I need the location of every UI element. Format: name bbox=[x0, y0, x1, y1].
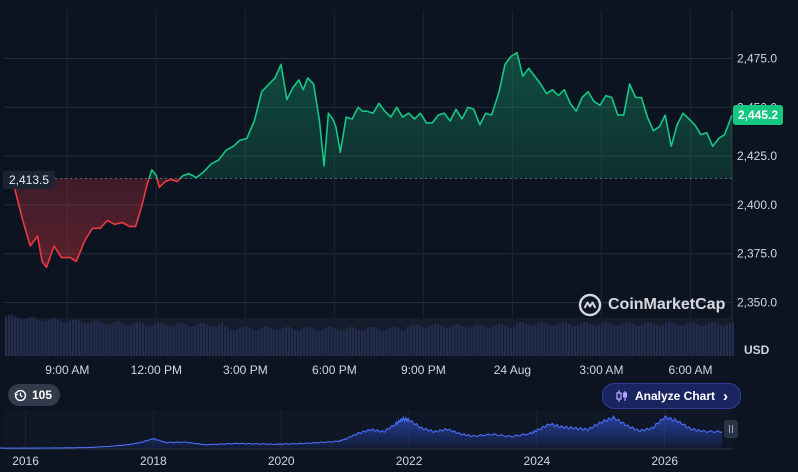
range-badge-count: 105 bbox=[32, 388, 53, 402]
overview-x-axis: 2016 2018 2020 2022 2024 2026 bbox=[12, 454, 678, 468]
price-area bbox=[5, 52, 732, 268]
overview-year-label: 2016 bbox=[12, 454, 39, 468]
y-tick-label: 2,350.0 bbox=[737, 296, 777, 310]
coinmarketcap-logo-icon bbox=[578, 293, 602, 317]
analyze-chart-button[interactable]: Analyze Chart › bbox=[602, 383, 742, 409]
volume-bars bbox=[5, 314, 735, 356]
y-tick-label: 2,400.0 bbox=[737, 198, 777, 212]
price-series bbox=[4, 51, 733, 269]
x-tick-label: 6:00 PM bbox=[312, 363, 357, 377]
overview-year-label: 2022 bbox=[396, 454, 423, 468]
watermark-text: CoinMarketCap bbox=[608, 296, 726, 313]
x-tick-label: 6:00 AM bbox=[668, 363, 712, 377]
overview-year-label: 2020 bbox=[268, 454, 295, 468]
price-line-down bbox=[4, 178, 182, 269]
overview-year-label: 2026 bbox=[651, 454, 678, 468]
candlestick-icon bbox=[616, 390, 627, 402]
x-tick-label: 12:00 PM bbox=[131, 363, 182, 377]
price-chart[interactable]: 2,350.02,375.02,400.02,425.02,450.02,475… bbox=[0, 0, 798, 385]
overview-navigator[interactable]: 2016 2018 2020 2022 2024 2026 bbox=[0, 405, 798, 472]
baseline-price-label: 2,413.5 bbox=[3, 171, 56, 189]
history-range-button[interactable]: 105 bbox=[8, 384, 61, 406]
currency-label: USD bbox=[744, 343, 770, 357]
overview-year-label: 2018 bbox=[140, 454, 167, 468]
area-above-baseline bbox=[5, 52, 732, 179]
area-below-baseline bbox=[5, 178, 181, 268]
price-line-up bbox=[148, 51, 733, 179]
x-tick-label: 3:00 AM bbox=[579, 363, 623, 377]
overview-line bbox=[0, 414, 723, 449]
x-tick-label: 9:00 AM bbox=[45, 363, 89, 377]
y-tick-label: 2,425.0 bbox=[737, 149, 777, 163]
history-clock-icon bbox=[14, 389, 27, 401]
navigator-handle[interactable] bbox=[724, 420, 738, 438]
overview-year-label: 2024 bbox=[524, 454, 551, 468]
x-tick-label: 3:00 PM bbox=[223, 363, 268, 377]
overview-series bbox=[0, 414, 723, 449]
y-axis: 2,350.02,375.02,400.02,425.02,450.02,475… bbox=[737, 52, 777, 310]
last-price-label: 2,445.2 bbox=[733, 105, 784, 125]
y-tick-label: 2,375.0 bbox=[737, 247, 777, 261]
y-tick-label: 2,475.0 bbox=[737, 52, 777, 66]
coinmarketcap-watermark: CoinMarketCap bbox=[578, 293, 725, 317]
chevron-right-icon: › bbox=[723, 387, 729, 405]
overview-area bbox=[0, 416, 723, 449]
analyze-chart-label: Analyze Chart bbox=[635, 389, 716, 403]
x-tick-label: 9:00 PM bbox=[401, 363, 446, 377]
x-axis: 9:00 AM 12:00 PM 3:00 PM 6:00 PM 9:00 PM 24 A… bbox=[45, 363, 712, 377]
x-tick-label: 24 Aug bbox=[494, 363, 531, 377]
